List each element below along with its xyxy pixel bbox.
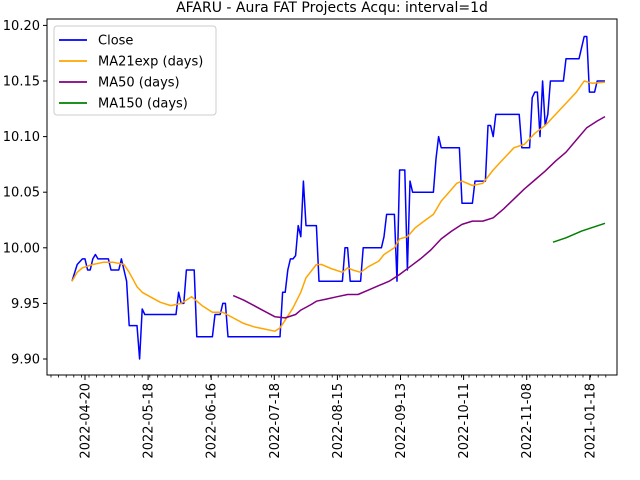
x-axis: 2022-04-20 2022-05-18 2022-06-16 2022-07-18…: [79, 375, 598, 459]
y-tick-label: 10.05: [3, 186, 40, 201]
x-tick-label: 2022-08-15: [331, 383, 346, 459]
x-tick-label: 2022-09-13: [394, 383, 409, 459]
chart-title: AFARU - Aura FAT Projects Acqu: interval…: [176, 0, 488, 16]
legend-label: MA150 (days): [98, 97, 188, 112]
y-tick-label: 9.95: [11, 297, 40, 312]
x-tick-label: 2022-04-20: [79, 383, 94, 459]
x-tick-label: 2022-05-18: [142, 383, 157, 459]
x-tick-label: 2022-10-11: [457, 383, 472, 459]
y-tick-label: 10.20: [3, 19, 40, 34]
minor-ticks: [50, 375, 607, 378]
legend-label: MA21exp (days): [98, 55, 203, 70]
y-tick-label: 10.15: [3, 75, 40, 90]
x-tick-label: 2022-11-08: [520, 383, 535, 459]
legend: Close MA21exp (days) MA50 (days) MA150 (day…: [53, 25, 217, 116]
y-tick-label: 10.10: [3, 130, 40, 145]
plot-lines: [71, 35, 606, 360]
x-tick-label: 2022-07-18: [268, 383, 283, 459]
x-tick-label: 2022-06-16: [205, 383, 220, 459]
series-line-ma150-days: [552, 222, 606, 243]
series-line-close: [71, 35, 605, 360]
y-tick-label: 10.00: [3, 241, 40, 256]
legend-label: MA50 (days): [98, 76, 180, 91]
legend-box: [53, 25, 217, 116]
x-tick-label: 2021-01-18: [583, 383, 598, 459]
series-line-ma50-days: [232, 115, 606, 319]
y-tick-label: 9.90: [11, 353, 40, 368]
legend-label: Close: [98, 34, 133, 49]
y-axis: 9.90 9.95 10.00 10.05 10.10 10.15 10.20: [3, 19, 47, 368]
series-line-ma21exp-days: [71, 80, 606, 332]
